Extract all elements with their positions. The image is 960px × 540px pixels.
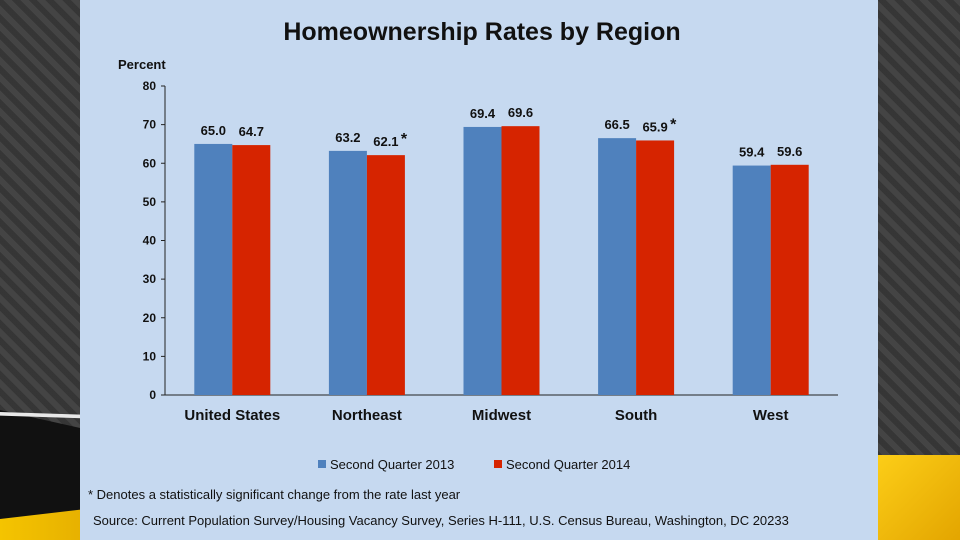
data-label: 59.6 <box>777 144 802 159</box>
bar-group: 63.2 62.1 * Northeast <box>328 130 408 424</box>
source-note: Source: Current Population Survey/Housin… <box>93 513 789 528</box>
bar <box>366 155 405 395</box>
legend-swatch <box>318 460 326 468</box>
bar <box>598 138 637 396</box>
legend-label: Second Quarter 2013 <box>330 457 454 472</box>
y-tick-label: 0 <box>149 388 156 402</box>
footnote: * Denotes a statistically significant ch… <box>88 487 461 502</box>
data-label: 65.9 <box>642 119 667 134</box>
category-label: United States <box>184 407 280 424</box>
bar-group: 66.5 65.9 * South <box>598 116 677 424</box>
legend-item: Second Quarter 2014 <box>494 457 630 472</box>
bar <box>770 164 809 395</box>
significance-marker: * <box>670 116 677 133</box>
bar-group: 69.4 69.6 Midwest <box>463 105 540 424</box>
bar <box>732 165 771 395</box>
bar <box>232 145 271 395</box>
y-tick-label: 10 <box>143 349 157 363</box>
legend-swatch <box>494 460 502 468</box>
y-tick-label: 70 <box>143 118 157 132</box>
data-label: 64.7 <box>239 124 264 139</box>
data-label: 62.1 <box>373 134 398 149</box>
legend-item: Second Quarter 2013 <box>318 457 454 472</box>
bar <box>636 140 675 395</box>
legend: Second Quarter 2013 Second Quarter 2014 <box>318 457 630 472</box>
chart-title: Homeownership Rates by Region <box>283 18 680 46</box>
bar-group: 59.4 59.6 West <box>732 144 809 424</box>
bar <box>194 143 233 395</box>
bar <box>328 150 367 395</box>
data-label: 65.0 <box>201 123 226 138</box>
data-label: 59.4 <box>739 145 765 160</box>
y-tick-label: 20 <box>143 311 157 325</box>
axes: 0 10 20 30 40 50 60 70 80 <box>143 79 838 402</box>
legend-label: Second Quarter 2014 <box>506 457 630 472</box>
category-label: Midwest <box>472 407 531 424</box>
category-label: South <box>615 407 658 424</box>
bar <box>463 126 502 395</box>
significance-marker: * <box>401 131 408 148</box>
y-axis-label: Percent <box>118 57 166 72</box>
data-label: 69.6 <box>508 105 533 120</box>
y-tick-label: 40 <box>143 234 157 248</box>
y-tick-label: 50 <box>143 195 157 209</box>
y-tick-label: 80 <box>143 79 157 93</box>
data-label: 63.2 <box>335 130 360 145</box>
category-label: West <box>753 407 789 424</box>
bar <box>501 126 540 396</box>
category-label: Northeast <box>332 407 402 424</box>
y-tick-label: 30 <box>143 272 157 286</box>
y-tick-label: 60 <box>143 156 157 170</box>
data-label: 69.4 <box>470 106 496 121</box>
bar-group: 65.0 64.7 United States <box>184 123 280 424</box>
data-label: 66.5 <box>604 117 629 132</box>
